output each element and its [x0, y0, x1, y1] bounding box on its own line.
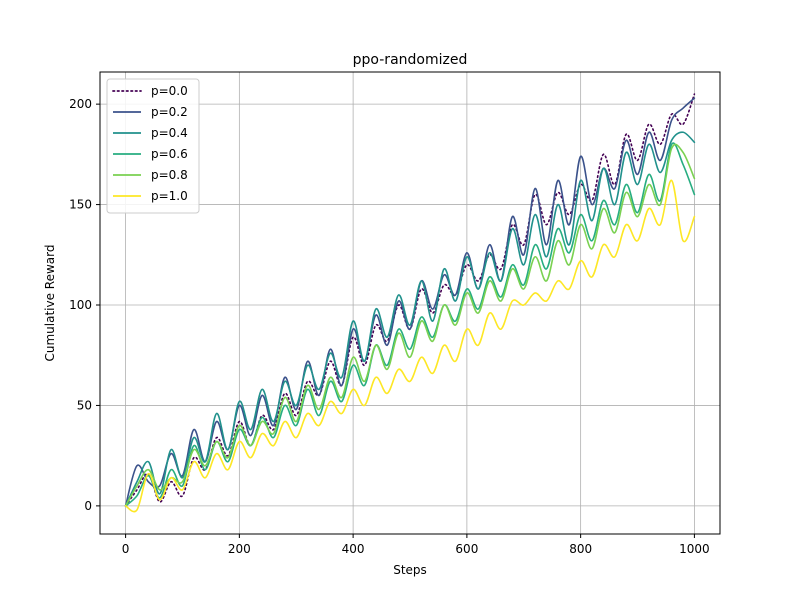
- legend-label: p=0.6: [151, 147, 188, 161]
- y-tick-label: 100: [69, 298, 92, 312]
- x-tick-label: 0: [122, 542, 130, 556]
- x-tick-label: 800: [569, 542, 592, 556]
- plot-area-frame: [99, 71, 721, 535]
- legend-label: p=1.0: [151, 189, 188, 203]
- series-lines: [124, 93, 696, 513]
- y-axis-label: Cumulative Reward: [43, 245, 57, 362]
- legend-label: p=0.4: [151, 126, 188, 140]
- x-axis-label: Steps: [393, 563, 427, 577]
- y-tick-label: 200: [69, 97, 92, 111]
- series-line-p-1-0: [124, 179, 696, 513]
- legend-label: p=0.2: [151, 105, 188, 119]
- x-ticks: 0 200 400 600 800 1000: [122, 534, 710, 556]
- legend: p=0.0 p=0.2 p=0.4 p=0.6 p=0.8 p=1.0: [106, 78, 200, 214]
- chart-title: ppo-randomized: [353, 52, 468, 68]
- series-line-p-0-4: [124, 131, 696, 507]
- grid: [100, 72, 720, 534]
- y-tick-label: 150: [69, 198, 92, 212]
- y-tick-label: 0: [84, 499, 92, 513]
- x-tick-label: 600: [455, 542, 478, 556]
- series-line-p-0-8: [124, 143, 696, 507]
- legend-label: p=0.0: [151, 84, 188, 98]
- x-tick-label: 200: [228, 542, 251, 556]
- x-tick-label: 1000: [679, 542, 710, 556]
- x-tick-label: 400: [342, 542, 365, 556]
- legend-label: p=0.8: [151, 168, 188, 182]
- y-tick-label: 50: [77, 398, 92, 412]
- y-ticks: 0 50 100 150 200: [69, 97, 100, 513]
